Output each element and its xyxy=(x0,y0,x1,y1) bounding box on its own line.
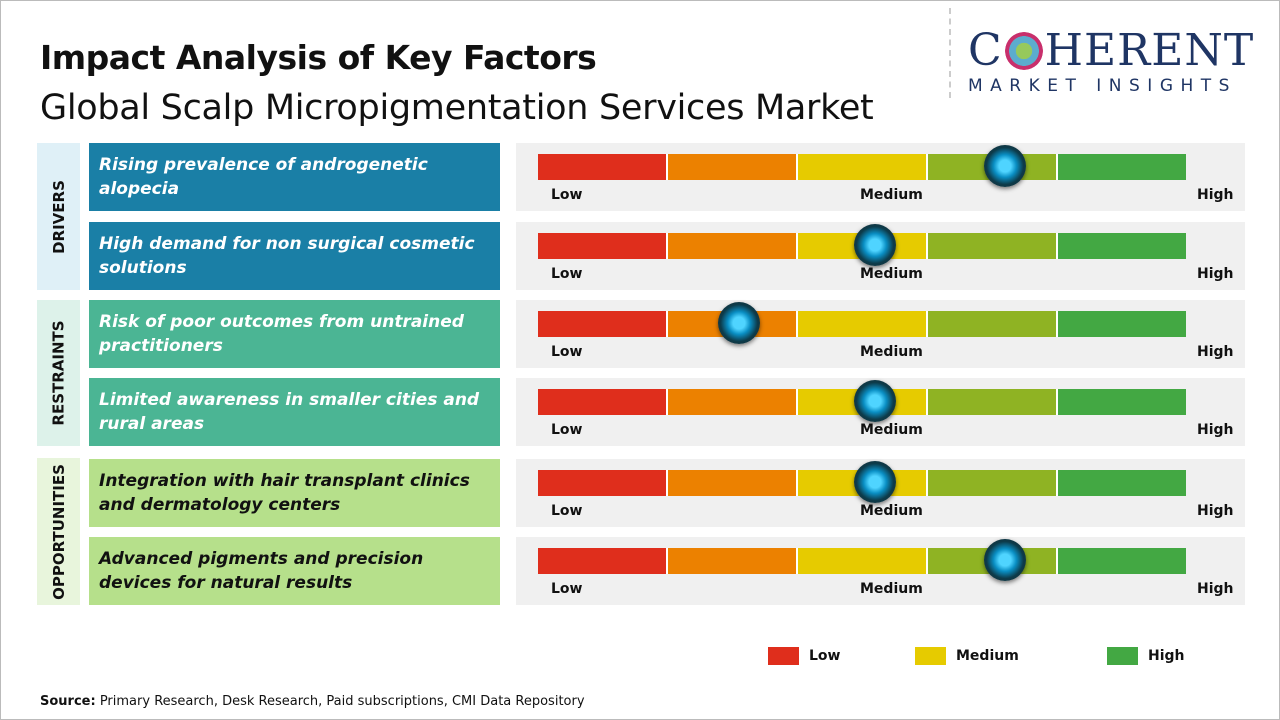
gauge-segment xyxy=(1058,548,1186,574)
gauge-segment xyxy=(668,154,798,180)
scale-label-high: High xyxy=(1197,503,1234,519)
gauge-segment xyxy=(928,389,1058,415)
gauge-segment xyxy=(538,311,668,337)
legend-swatch xyxy=(1107,647,1138,665)
scale-label-medium: Medium xyxy=(860,503,923,519)
gauge-segment xyxy=(538,389,668,415)
scale-label-high: High xyxy=(1197,422,1234,438)
scale-label-low: Low xyxy=(551,503,583,519)
scale-label-medium: Medium xyxy=(860,581,923,597)
impact-gauge: Low Medium High xyxy=(516,143,1245,211)
gauge-segment xyxy=(1058,154,1186,180)
factor-label: Rising prevalence of androgenetic alopec… xyxy=(89,143,500,211)
page-title: Impact Analysis of Key Factors xyxy=(40,38,597,77)
gauge-bar xyxy=(538,548,1186,574)
legend-label: Medium xyxy=(956,648,1019,664)
impact-gauge: Low Medium High xyxy=(516,222,1245,290)
scale-label-high: High xyxy=(1197,266,1234,282)
gauge-segment xyxy=(798,548,928,574)
page-subtitle: Global Scalp Micropigmentation Services … xyxy=(40,88,874,128)
coherent-logo: C HERENT MARKET INSIGHTS xyxy=(968,25,1263,97)
gauge-bar xyxy=(538,154,1186,180)
category-label: DRIVERS xyxy=(49,179,68,254)
impact-marker xyxy=(853,380,896,422)
legend-label: High xyxy=(1148,648,1185,664)
impact-gauge: Low Medium High xyxy=(516,378,1245,446)
scale-label-low: Low xyxy=(551,266,583,282)
gauge-segment xyxy=(798,311,928,337)
impact-gauge: Low Medium High xyxy=(516,300,1245,368)
impact-gauge: Low Medium High xyxy=(516,537,1245,605)
scale-label-high: High xyxy=(1197,187,1234,203)
scale-label-low: Low xyxy=(551,187,583,203)
impact-marker xyxy=(983,539,1026,581)
category-restraints: RESTRAINTS xyxy=(37,300,80,446)
category-label: OPPORTUNITIES xyxy=(49,463,68,600)
source-label: Source: xyxy=(40,694,96,709)
gauge-bar xyxy=(538,470,1186,496)
scale-label-medium: Medium xyxy=(860,187,923,203)
source-note: Source: Primary Research, Desk Research,… xyxy=(40,694,585,709)
legend-high: High xyxy=(1107,647,1185,665)
gauge-segment xyxy=(928,311,1058,337)
legend-low: Low xyxy=(768,647,840,665)
gauge-segment xyxy=(928,233,1058,259)
impact-marker xyxy=(717,302,760,344)
gauge-bar xyxy=(538,233,1186,259)
factor-label: Risk of poor outcomes from untrained pra… xyxy=(89,300,500,368)
gauge-segment xyxy=(1058,233,1186,259)
factor-label: Advanced pigments and precision devices … xyxy=(89,537,500,605)
gauge-segment xyxy=(668,470,798,496)
gauge-segment xyxy=(668,389,798,415)
gauge-segment xyxy=(1058,470,1186,496)
gauge-segment xyxy=(1058,389,1186,415)
gauge-segment xyxy=(538,548,668,574)
scale-label-low: Low xyxy=(551,581,583,597)
gauge-segment xyxy=(798,154,928,180)
gauge-bar xyxy=(538,311,1186,337)
factor-label: High demand for non surgical cosmetic so… xyxy=(89,222,500,290)
legend-swatch xyxy=(768,647,799,665)
logo-text-left: C xyxy=(968,25,1003,76)
scale-label-medium: Medium xyxy=(860,344,923,360)
scale-label-medium: Medium xyxy=(860,422,923,438)
scale-label-low: Low xyxy=(551,344,583,360)
source-text: Primary Research, Desk Research, Paid su… xyxy=(95,694,585,709)
gauge-segment xyxy=(1058,311,1186,337)
globe-icon xyxy=(1004,32,1043,70)
scale-label-high: High xyxy=(1197,581,1234,597)
impact-gauge: Low Medium High xyxy=(516,459,1245,527)
impact-marker xyxy=(983,145,1026,187)
category-opportunities: OPPORTUNITIES xyxy=(37,458,80,605)
gauge-segment xyxy=(538,154,668,180)
legend-swatch xyxy=(915,647,946,665)
gauge-segment xyxy=(538,470,668,496)
gauge-segment xyxy=(668,548,798,574)
legend-medium: Medium xyxy=(915,647,1019,665)
impact-marker xyxy=(853,224,896,266)
gauge-segment xyxy=(538,233,668,259)
factor-label: Limited awareness in smaller cities and … xyxy=(89,378,500,446)
scale-label-low: Low xyxy=(551,422,583,438)
logo-text-right: HERENT xyxy=(1044,25,1255,76)
logo-divider xyxy=(949,8,951,98)
scale-label-medium: Medium xyxy=(860,266,923,282)
category-drivers: DRIVERS xyxy=(37,143,80,290)
factor-label: Integration with hair transplant clinics… xyxy=(89,459,500,527)
legend-label: Low xyxy=(809,648,841,664)
impact-marker xyxy=(853,461,896,503)
gauge-bar xyxy=(538,389,1186,415)
gauge-segment xyxy=(668,233,798,259)
scale-label-high: High xyxy=(1197,344,1234,360)
category-label: RESTRAINTS xyxy=(49,320,68,426)
gauge-segment xyxy=(928,470,1058,496)
logo-subtitle: MARKET INSIGHTS xyxy=(968,76,1237,96)
